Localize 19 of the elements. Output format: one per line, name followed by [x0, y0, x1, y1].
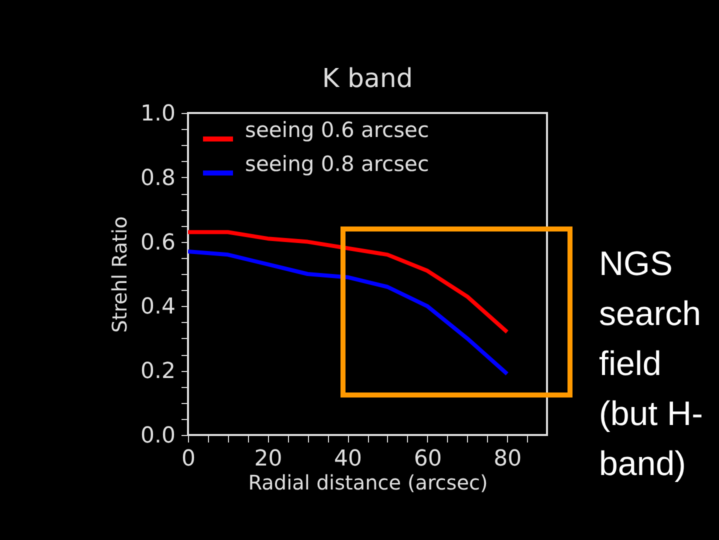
chart-title: K band — [322, 64, 413, 94]
x-tick-label: 0 — [182, 446, 196, 472]
x-tick-label: 80 — [494, 446, 522, 472]
y-tick-label: 0.4 — [140, 294, 176, 320]
legend-label: seeing 0.6 arcsec — [245, 118, 429, 142]
text: NGS search field (but H- band) — [599, 245, 703, 483]
line-series — [188, 249, 510, 376]
legend-label: seeing 0.8 arcsec — [245, 152, 429, 176]
line-series — [188, 230, 510, 334]
x-tick-label: 20 — [254, 446, 282, 472]
x-axis-title: Radial distance (arcsec) — [248, 470, 488, 494]
x-tick-label: 40 — [334, 446, 362, 472]
y-tick-label: 0.6 — [140, 230, 176, 256]
y-axis-title: Strehl Ratio — [108, 216, 132, 333]
x-tick-label: 60 — [414, 446, 442, 472]
y-tick-label: 0.8 — [140, 166, 176, 191]
y-tick-label: 0.0 — [140, 424, 176, 448]
y-tick-label: 0.2 — [140, 359, 176, 384]
y-tick-label: 1.0 — [140, 102, 176, 126]
